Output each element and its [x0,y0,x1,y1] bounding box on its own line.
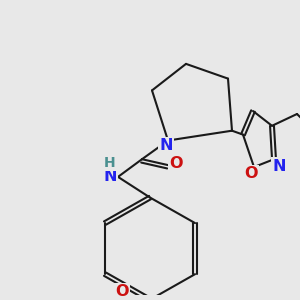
Text: N: N [159,138,173,153]
Text: N: N [103,169,117,184]
Text: O: O [244,167,258,182]
Text: O: O [169,156,183,171]
Text: O: O [115,284,129,299]
Text: N: N [272,159,286,174]
Text: H: H [104,156,116,170]
